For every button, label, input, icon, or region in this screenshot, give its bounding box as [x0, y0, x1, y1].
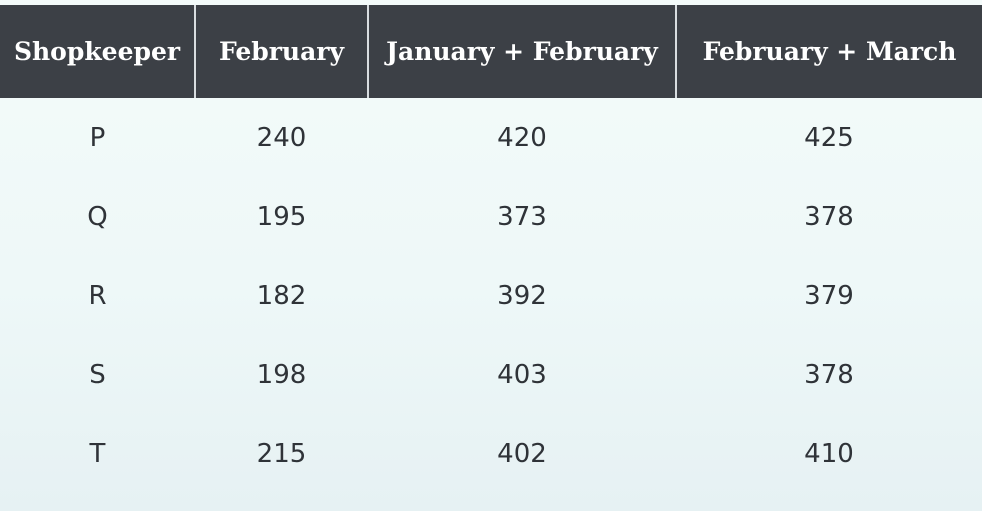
cell-shopkeeper: T	[89, 438, 106, 469]
cell-february-march: 425	[804, 122, 854, 153]
sales-table: Shopkeeper February January + February F…	[0, 5, 982, 493]
cell-january-february: 403	[497, 359, 547, 390]
cell-february: 198	[256, 359, 307, 390]
cell-shopkeeper: P	[89, 122, 106, 153]
cell-shopkeeper: R	[88, 280, 107, 311]
table-row: S 198 403 378	[0, 335, 982, 414]
cell-february: 182	[256, 280, 307, 311]
table-body: P 240 420 425 Q 195 373 378 R 182 392 37…	[0, 98, 982, 493]
column-header-january-february: January + February	[368, 5, 677, 98]
cell-february: 195	[256, 201, 307, 232]
cell-shopkeeper: S	[89, 359, 106, 390]
cell-february: 240	[256, 122, 307, 153]
table-row: T 215 402 410	[0, 414, 982, 493]
cell-january-february: 373	[497, 201, 547, 232]
table-row: Q 195 373 378	[0, 177, 982, 256]
cell-january-february: 392	[497, 280, 547, 311]
cell-january-february: 402	[497, 438, 547, 469]
column-header-shopkeeper: Shopkeeper	[0, 5, 196, 98]
cell-february-march: 379	[804, 280, 854, 311]
table-header: Shopkeeper February January + February F…	[0, 5, 982, 98]
column-header-february: February	[195, 5, 369, 98]
table-row: R 182 392 379	[0, 256, 982, 335]
table-row: P 240 420 425	[0, 98, 982, 177]
cell-february-march: 378	[804, 359, 854, 390]
cell-february-march: 410	[804, 438, 854, 469]
cell-february: 215	[256, 438, 307, 469]
cell-february-march: 378	[804, 201, 854, 232]
cell-shopkeeper: Q	[87, 201, 108, 232]
cell-january-february: 420	[497, 122, 547, 153]
column-header-february-march: February + March	[676, 5, 982, 98]
header-row: Shopkeeper February January + February F…	[0, 5, 982, 98]
